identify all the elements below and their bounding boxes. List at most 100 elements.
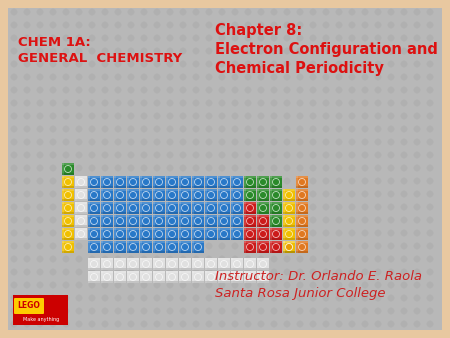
Circle shape [166,203,174,211]
Bar [218,228,220,240]
Circle shape [244,87,252,94]
Circle shape [414,113,420,120]
Circle shape [257,256,265,263]
Bar [218,238,230,240]
Bar [62,241,74,253]
Circle shape [127,165,135,171]
Circle shape [168,217,176,224]
Circle shape [180,217,186,223]
Circle shape [231,217,239,223]
Bar [257,202,269,204]
Bar [88,186,100,188]
Circle shape [10,191,18,197]
Circle shape [102,268,108,275]
Bar [166,271,168,283]
Circle shape [427,8,433,16]
Circle shape [166,282,174,289]
Circle shape [23,113,31,120]
Bar [218,271,230,283]
Bar [218,215,230,227]
Circle shape [140,113,148,120]
Circle shape [36,8,44,16]
Circle shape [400,8,408,16]
Bar [231,258,243,270]
Circle shape [76,191,82,197]
Circle shape [63,151,69,159]
Bar [153,186,165,188]
Circle shape [63,230,69,237]
Circle shape [102,151,108,159]
Circle shape [143,217,149,224]
Circle shape [207,192,215,198]
Circle shape [284,61,291,68]
Circle shape [257,22,265,28]
Bar [296,189,308,201]
Circle shape [297,8,303,16]
Circle shape [104,261,111,267]
Circle shape [64,204,72,212]
Bar [257,271,269,273]
Circle shape [257,113,265,120]
Circle shape [427,165,433,171]
Circle shape [400,256,408,263]
Bar [153,271,165,273]
Circle shape [156,273,162,281]
Bar [205,225,217,227]
Bar [179,228,191,240]
Bar [205,176,207,188]
Circle shape [156,192,162,198]
Circle shape [244,191,252,197]
Circle shape [400,139,408,145]
Circle shape [348,125,356,132]
Circle shape [257,87,265,94]
Circle shape [348,217,356,223]
Circle shape [310,294,316,301]
Circle shape [10,203,18,211]
Circle shape [427,61,433,68]
Bar [231,271,243,283]
Circle shape [102,165,108,171]
Circle shape [348,61,356,68]
Circle shape [400,177,408,185]
Circle shape [270,230,278,237]
Bar [140,189,152,201]
Text: Instructor: Dr. Orlando E. Raola
Santa Rosa Junior College: Instructor: Dr. Orlando E. Raola Santa R… [215,270,422,299]
Circle shape [102,308,108,314]
Circle shape [153,320,161,328]
Circle shape [180,139,186,145]
Circle shape [23,268,31,275]
Circle shape [231,308,239,314]
Bar [127,225,139,227]
Circle shape [348,87,356,94]
Bar [244,176,256,178]
Bar [296,215,298,227]
Bar [127,186,139,188]
Circle shape [257,139,265,145]
Circle shape [36,203,44,211]
Circle shape [323,203,329,211]
Circle shape [180,87,186,94]
Circle shape [361,308,369,314]
Circle shape [231,8,239,16]
Bar [140,258,142,270]
Bar [75,202,87,204]
Bar [296,202,308,214]
Circle shape [180,22,186,28]
Bar [62,186,74,188]
Circle shape [166,99,174,106]
Bar [166,271,178,273]
Circle shape [36,22,44,28]
Circle shape [427,151,433,159]
Circle shape [114,165,122,171]
Circle shape [414,294,420,301]
Bar [140,189,152,191]
Circle shape [64,217,72,224]
Bar [192,241,204,253]
Bar [218,199,230,201]
Bar [114,189,126,201]
Circle shape [153,308,161,314]
Circle shape [127,99,135,106]
Circle shape [270,282,278,289]
Bar [244,228,256,240]
Circle shape [310,191,316,197]
